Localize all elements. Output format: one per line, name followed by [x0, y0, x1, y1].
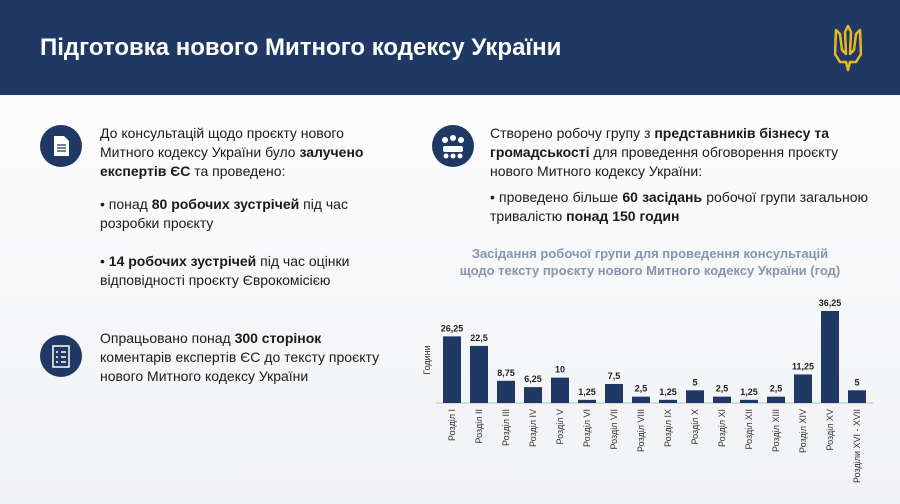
text: коментарів експертів ЄС до тексту проєкт… — [100, 349, 380, 384]
bar — [659, 399, 677, 403]
slide-title: Підготовка нового Митного кодексу Україн… — [40, 34, 562, 61]
bold-text: представників бізнесу та громадськості — [490, 125, 829, 160]
bold-text: 300 сторінок — [234, 330, 322, 346]
value-label: 5 — [854, 377, 859, 387]
bold-text: понад 150 годин — [566, 208, 680, 224]
paragraph: До консультацій щодо проєкту нового Митн… — [100, 124, 390, 181]
bar — [686, 390, 704, 403]
x-tick-label: Розділ II — [474, 409, 484, 443]
value-label: 10 — [555, 365, 565, 375]
bar — [605, 383, 623, 403]
text: Опрацьовано понад — [100, 330, 235, 346]
text: Створено робочу групу з — [490, 125, 655, 141]
text: До консультацій щодо проєкту нового Митн… — [100, 125, 344, 160]
bar — [767, 396, 785, 403]
x-tick-label: Розділ IX — [663, 409, 673, 447]
value-label: 2,5 — [716, 384, 729, 394]
bar — [794, 374, 812, 403]
bar — [848, 390, 866, 403]
emblem — [834, 24, 862, 72]
value-label: 2,5 — [635, 384, 648, 394]
bar — [443, 336, 461, 403]
paragraph: • 14 робочих зустрічей під час оцінки ві… — [100, 252, 390, 290]
paragraph: Створено робочу групу з представників бі… — [490, 124, 870, 181]
x-tick-label: Розділ V — [555, 409, 565, 444]
paragraph: Опрацьовано понад 300 сторінок коментарі… — [100, 329, 390, 386]
text: • проведено більше — [490, 189, 623, 205]
value-label: 1,25 — [578, 387, 596, 397]
bold-text: залучено експертів ЄС — [100, 144, 364, 179]
bold-text: 80 робочих зустрічей — [151, 196, 300, 212]
x-tick-label: Розділ X — [690, 409, 700, 444]
value-label: 26,25 — [441, 323, 464, 333]
y-axis-label: Години — [422, 345, 432, 374]
bar — [740, 399, 758, 403]
x-tick-label: Розділ I — [447, 409, 457, 441]
bar — [497, 380, 515, 403]
chart: Години 26,25 Розділ I 22,5 Розділ II 8,75 Розд… — [422, 298, 873, 483]
bar — [713, 396, 731, 403]
bar — [524, 387, 542, 403]
x-tick-label: Розділ III — [501, 409, 511, 446]
chart-title: Засідання робочої групи для проведення к… — [459, 246, 841, 278]
x-tick-label: Розділ XV — [825, 409, 835, 450]
text: робочої групи загальною тривалістю — [490, 189, 868, 224]
bar — [578, 399, 596, 403]
text: під час розробки проєкту — [100, 196, 348, 231]
x-tick-label: Розділ VI — [582, 409, 592, 447]
value-label: 1,25 — [659, 387, 677, 397]
header: Підготовка нового Митного кодексу Україн… — [0, 0, 900, 95]
x-tick-label: Розділ XI — [717, 409, 727, 447]
text: для проведення обговорення проєкту новог… — [490, 144, 839, 179]
x-tick-label: Розділ XIV — [798, 409, 808, 453]
value-label: 6,25 — [524, 374, 542, 384]
x-tick-label: Розділи XVI - XVII — [852, 409, 862, 483]
text: та проведено: — [190, 163, 286, 179]
value-label: 22,5 — [470, 333, 488, 343]
x-tick-label: Розділ VIII — [636, 409, 646, 452]
bold-text: 14 робочих зустрічей — [108, 253, 257, 269]
group-icon — [432, 125, 474, 167]
value-label: 1,25 — [740, 387, 758, 397]
document-icon — [40, 125, 82, 167]
bar — [551, 377, 569, 403]
paragraph: • понад 80 робочих зустрічей під час роз… — [100, 195, 390, 233]
value-label: 36,25 — [819, 298, 842, 308]
value-label: 7,5 — [608, 371, 621, 381]
x-tick-label: Розділ XII — [744, 409, 754, 449]
x-tick-label: Розділ XIII — [771, 409, 781, 452]
value-label: 5 — [692, 377, 697, 387]
text: • понад — [100, 196, 152, 212]
value-label: 11,25 — [792, 361, 814, 371]
checklist-icon — [40, 335, 82, 377]
paragraph: • проведено більше 60 засідань робочої г… — [490, 188, 868, 226]
x-tick-label: Розділ IV — [528, 409, 538, 447]
bar — [470, 345, 488, 403]
text: • — [100, 253, 109, 269]
value-label: 2,5 — [770, 384, 783, 394]
bold-text: 60 засідань — [622, 189, 703, 205]
value-label: 8,75 — [497, 368, 515, 378]
bar — [821, 311, 839, 403]
x-tick-label: Розділ VII — [609, 409, 619, 449]
text: під час оцінки відповідності проєкту Євр… — [100, 253, 350, 288]
bar — [632, 396, 650, 403]
